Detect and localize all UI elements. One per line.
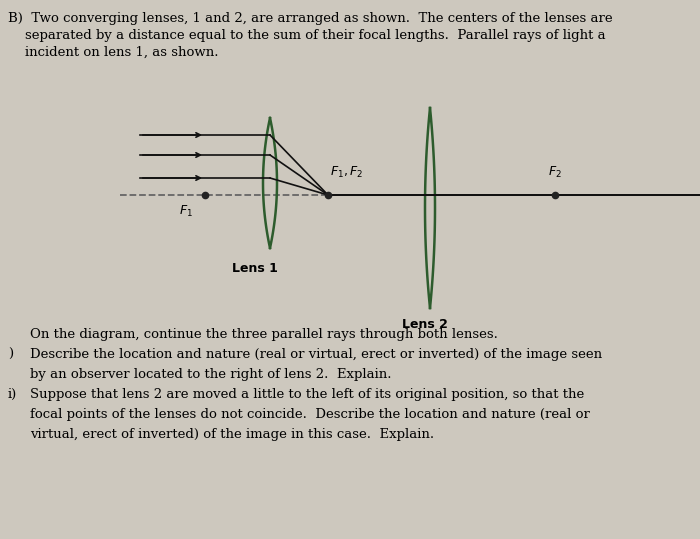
Text: focal points of the lenses do not coincide.  Describe the location and nature (r: focal points of the lenses do not coinci… (30, 408, 590, 421)
Text: Lens 2: Lens 2 (402, 318, 448, 331)
Text: i): i) (8, 388, 18, 401)
Text: Describe the location and nature (real or virtual, erect or inverted) of the ima: Describe the location and nature (real o… (30, 348, 602, 361)
Text: On the diagram, continue the three parallel rays through both lenses.: On the diagram, continue the three paral… (30, 328, 498, 341)
Text: virtual, erect of inverted) of the image in this case.  Explain.: virtual, erect of inverted) of the image… (30, 428, 434, 441)
Text: B)  Two converging lenses, 1 and 2, are arranged as shown.  The centers of the l: B) Two converging lenses, 1 and 2, are a… (8, 12, 612, 25)
Text: $F_1, F_2$: $F_1, F_2$ (330, 165, 363, 180)
Text: by an observer located to the right of lens 2.  Explain.: by an observer located to the right of l… (30, 368, 391, 381)
Text: ): ) (8, 348, 13, 361)
Text: Suppose that lens 2 are moved a little to the left of its original position, so : Suppose that lens 2 are moved a little t… (30, 388, 584, 401)
Text: incident on lens 1, as shown.: incident on lens 1, as shown. (8, 46, 218, 59)
Text: $F_1$: $F_1$ (179, 204, 193, 219)
Text: Lens 1: Lens 1 (232, 262, 278, 275)
Text: separated by a distance equal to the sum of their focal lengths.  Parallel rays : separated by a distance equal to the sum… (8, 29, 606, 42)
Text: $F_2$: $F_2$ (548, 165, 562, 180)
